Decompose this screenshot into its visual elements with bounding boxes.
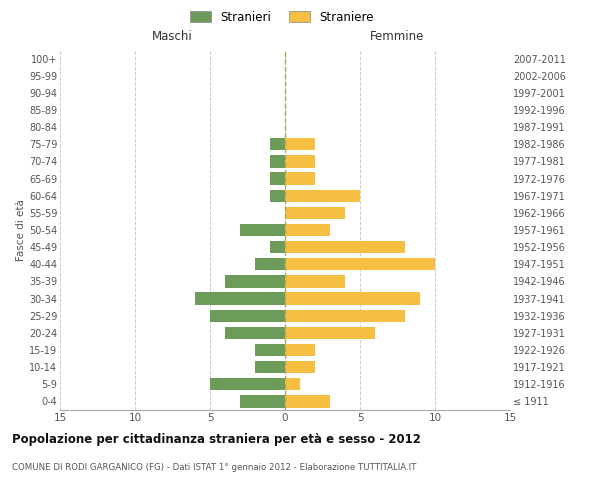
Bar — [285, 241, 405, 254]
Bar — [285, 310, 405, 322]
Bar — [240, 224, 285, 236]
Legend: Stranieri, Straniere: Stranieri, Straniere — [187, 8, 377, 26]
Bar — [285, 378, 300, 390]
Text: Femmine: Femmine — [370, 30, 425, 43]
Bar — [270, 156, 285, 168]
Bar — [255, 344, 285, 356]
Bar — [225, 326, 285, 339]
Bar — [255, 361, 285, 374]
Bar — [285, 138, 315, 150]
Bar — [270, 172, 285, 184]
Bar — [285, 326, 375, 339]
Bar — [195, 292, 285, 304]
Bar — [270, 190, 285, 202]
Bar — [210, 310, 285, 322]
Bar — [285, 396, 330, 407]
Bar — [285, 344, 315, 356]
Bar — [240, 396, 285, 407]
Bar — [255, 258, 285, 270]
Bar — [285, 258, 435, 270]
Bar — [225, 276, 285, 287]
Bar — [270, 241, 285, 254]
Bar — [285, 172, 315, 184]
Bar — [285, 224, 330, 236]
Bar — [285, 361, 315, 374]
Bar — [285, 190, 360, 202]
Text: Popolazione per cittadinanza straniera per età e sesso - 2012: Popolazione per cittadinanza straniera p… — [12, 432, 421, 446]
Bar — [285, 292, 420, 304]
Y-axis label: Fasce di età: Fasce di età — [16, 199, 26, 261]
Bar — [270, 138, 285, 150]
Bar — [285, 156, 315, 168]
Bar — [285, 206, 345, 219]
Bar — [285, 276, 345, 287]
Text: Maschi: Maschi — [152, 30, 193, 43]
Text: COMUNE DI RODI GARGANICO (FG) - Dati ISTAT 1° gennaio 2012 - Elaborazione TUTTIT: COMUNE DI RODI GARGANICO (FG) - Dati IST… — [12, 462, 416, 471]
Bar — [210, 378, 285, 390]
